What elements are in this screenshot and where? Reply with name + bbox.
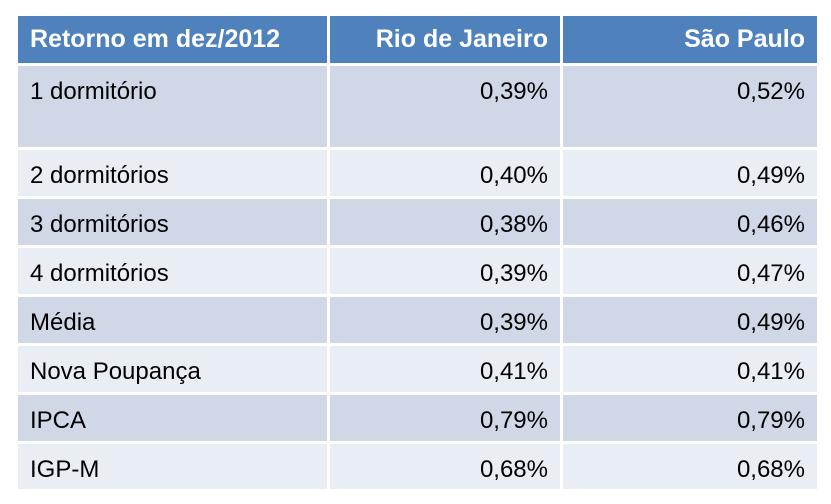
header-rio-de-janeiro: Rio de Janeiro [327,13,563,66]
rio-value: 0,39% [327,63,563,150]
sp-value: 0,68% [560,441,820,492]
row-label: 3 dormitórios [15,196,330,248]
table-row: Média 0,39% 0,49% [15,294,820,346]
sp-value: 0,52% [560,63,820,150]
table-row: 2 dormitórios 0,40% 0,49% [15,147,820,199]
row-label: IPCA [15,392,330,444]
row-label: Média [15,294,330,346]
sp-value: 0,49% [560,294,820,346]
rio-value: 0,39% [327,294,563,346]
sp-value: 0,79% [560,392,820,444]
row-label: 2 dormitórios [15,147,330,199]
sp-value: 0,47% [560,245,820,297]
sp-value: 0,41% [560,343,820,395]
table-header-row: Retorno em dez/2012 Rio de Janeiro São P… [15,13,820,66]
row-label: 4 dormitórios [15,245,330,297]
rio-value: 0,79% [327,392,563,444]
returns-table: Retorno em dez/2012 Rio de Janeiro São P… [15,13,820,492]
sp-value: 0,46% [560,196,820,248]
rio-value: 0,39% [327,245,563,297]
table-row: Nova Poupança 0,41% 0,41% [15,343,820,395]
rio-value: 0,68% [327,441,563,492]
row-label: IGP-M [15,441,330,492]
table-row: 1 dormitório 0,39% 0,52% [15,63,820,150]
row-label: 1 dormitório [15,63,330,150]
sp-value: 0,49% [560,147,820,199]
returns-table-container: Retorno em dez/2012 Rio de Janeiro São P… [15,13,820,492]
table-row: IGP-M 0,68% 0,68% [15,441,820,492]
table-row: 3 dormitórios 0,38% 0,46% [15,196,820,248]
table-row: IPCA 0,79% 0,79% [15,392,820,444]
row-label: Nova Poupança [15,343,330,395]
header-period: Retorno em dez/2012 [15,13,330,66]
rio-value: 0,41% [327,343,563,395]
table-row: 4 dormitórios 0,39% 0,47% [15,245,820,297]
rio-value: 0,38% [327,196,563,248]
header-sao-paulo: São Paulo [560,13,820,66]
rio-value: 0,40% [327,147,563,199]
